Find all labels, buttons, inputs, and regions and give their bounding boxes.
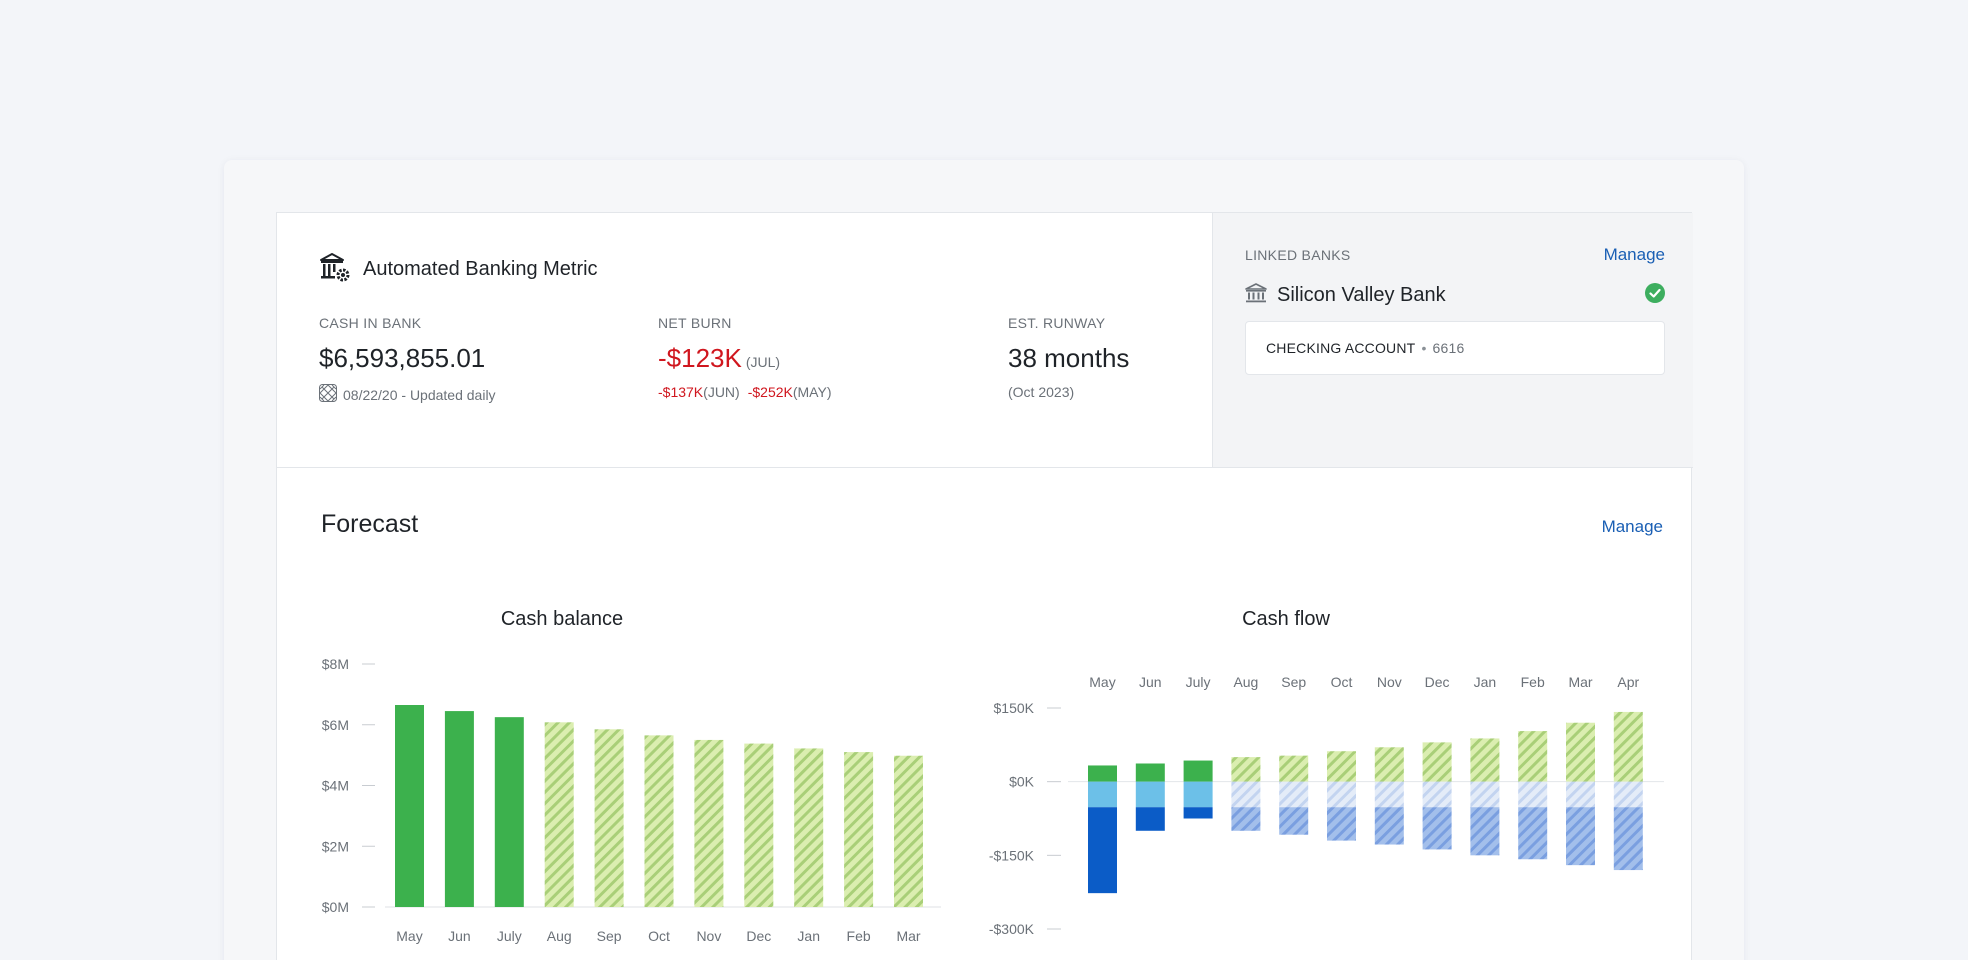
cash-balance-title: Cash balance xyxy=(500,608,624,630)
cash-in-bank-label: CASH IN BANK xyxy=(319,315,422,331)
net-burn-metric: NET BURN -$123K (JUL) -$137K (JUN) -$252K… xyxy=(658,315,831,400)
net-burn-value-row: -$123K (JUL) xyxy=(658,343,831,374)
est-runway-metric: EST. RUNWAY 38 months (Oct 2023) xyxy=(1008,315,1129,400)
cash-in-bank-value: $6,593,855.01 xyxy=(319,343,486,373)
bank-name: Silicon Valley Bank xyxy=(1277,283,1446,306)
cash-in-bank-metric: CASH IN BANK $6,593,855.01 08/22/20 - Up… xyxy=(319,315,496,405)
linked-banks-label: LINKED BANKS xyxy=(1245,247,1351,263)
burn-jun-value: -$137K xyxy=(658,384,704,400)
forecast-manage-link[interactable]: Manage xyxy=(1601,517,1663,536)
metrics-header: Automated Banking Metric xyxy=(319,251,625,288)
account-number: 6616 xyxy=(1432,340,1465,356)
burn-may-period: (MAY) xyxy=(792,384,832,400)
net-burn-history: -$137K (JUN) -$252K (MAY) xyxy=(658,384,831,400)
est-runway-value: 38 months xyxy=(1008,343,1130,373)
banking-panel: Automated Banking Metric CASH IN BANK $6… xyxy=(276,212,1693,960)
checking-account-card[interactable]: CHECKING ACCOUNT • 6616 xyxy=(1245,321,1665,375)
bank-row: Silicon Valley Bank xyxy=(1245,281,1665,309)
banking-metrics-section: Automated Banking Metric CASH IN BANK $6… xyxy=(277,213,1212,468)
net-burn-label: NET BURN xyxy=(658,315,732,331)
check-circle-icon xyxy=(1645,282,1665,308)
burn-may-value: -$252K xyxy=(747,384,793,400)
cash-updated-row: 08/22/20 - Updated daily xyxy=(319,384,496,405)
account-type: CHECKING ACCOUNT xyxy=(1266,340,1416,356)
account-separator: • xyxy=(1421,340,1427,356)
bank-logo-icon xyxy=(319,384,343,405)
linked-banks-manage-link[interactable]: Manage xyxy=(1603,245,1665,264)
burn-jun-period: (JUN) xyxy=(703,384,740,400)
est-runway-label: EST. RUNWAY xyxy=(1008,315,1106,331)
cash-updated-text: 08/22/20 - Updated daily xyxy=(343,386,496,403)
metrics-title: Automated Banking Metric xyxy=(363,257,598,280)
net-burn-period: (JUL) xyxy=(745,354,781,370)
est-runway-date: (Oct 2023) xyxy=(1008,384,1075,400)
linked-banks-section: LINKED BANKS Manage Silicon Valley Bank xyxy=(1212,213,1693,468)
net-burn-value: -$123K xyxy=(658,343,742,373)
forecast-title: Forecast xyxy=(321,510,419,538)
bank-gear-icon xyxy=(319,251,351,288)
cash-flow-title: Cash flow xyxy=(1242,608,1330,630)
bank-icon xyxy=(1245,282,1267,308)
